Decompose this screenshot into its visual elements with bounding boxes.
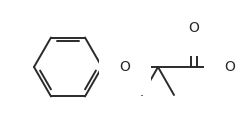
Text: O: O (188, 21, 200, 35)
Text: O: O (224, 60, 235, 74)
Text: O: O (120, 60, 130, 74)
